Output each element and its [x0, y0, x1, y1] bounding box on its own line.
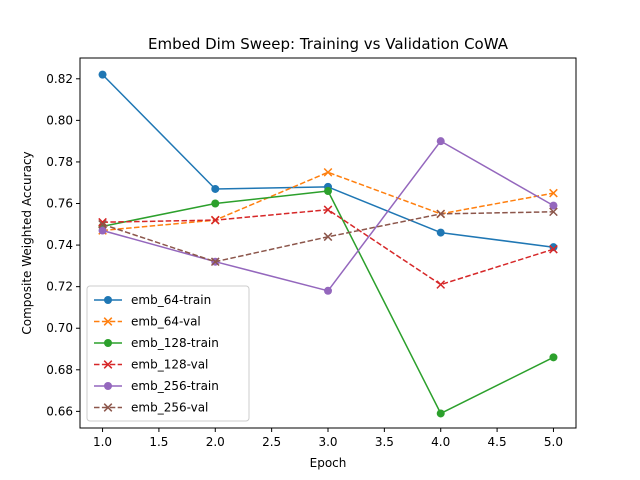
data-point-emb-256-val [210, 257, 220, 267]
data-point-emb-256-val [98, 219, 107, 229]
legend-label: emb_128-val [131, 358, 208, 372]
series-layer [98, 70, 558, 418]
legend-marker-emb-64-val-stroke [103, 317, 113, 326]
data-point-emb-256-train [436, 137, 445, 146]
y-tick-label: 0.82 [46, 72, 73, 86]
data-point-emb-128-val [323, 205, 333, 215]
series-emb-128-train [98, 187, 558, 418]
legend-marker-emb-64-val [103, 317, 113, 326]
x-tick-label: 3.5 [375, 435, 394, 449]
data-point-emb-64-val [323, 167, 333, 177]
data-point-emb-64-train [98, 70, 107, 79]
data-point-emb-64-val-stroke [549, 188, 558, 198]
data-point-emb-128-train [436, 409, 445, 418]
x-tick-label: 2.5 [262, 435, 281, 449]
data-point-emb-128-val-stroke [436, 280, 446, 289]
data-point-emb-256-val-stroke [98, 219, 107, 229]
data-point-emb-256-val-stroke [323, 232, 333, 242]
x-tick-label: 3.0 [318, 435, 337, 449]
legend-box [86, 285, 250, 422]
data-point-emb-256-val-stroke [210, 257, 220, 267]
series-line-emb-64-val [102, 171, 554, 232]
series-emb-128-val [98, 205, 558, 289]
x-axis-label: Epoch [310, 456, 347, 470]
legend-marker-emb-128-train [104, 339, 112, 347]
series-emb-256-train [98, 137, 558, 295]
data-point-emb-256-val [323, 232, 333, 242]
y-tick-label: 0.68 [46, 363, 73, 377]
data-point-emb-256-train [98, 226, 107, 235]
data-point-emb-128-val [549, 244, 558, 254]
chart-title: Embed Dim Sweep: Training vs Validation … [148, 35, 509, 53]
data-point-emb-128-train [211, 199, 220, 208]
x-tick-label: 2.0 [206, 435, 225, 449]
data-point-emb-64-val-stroke [323, 167, 333, 177]
data-point-emb-128-val [210, 215, 220, 225]
legend-marker-emb-256-val [103, 403, 113, 412]
legend-marker-emb-256-val-stroke [103, 403, 113, 412]
y-axis-ticks: 0.66 0.68 0.70 0.72 0.74 0.76 0.78 0.80 0.82 [46, 72, 80, 418]
legend-label: emb_256-val [131, 401, 208, 415]
data-point-emb-256-train [549, 201, 558, 210]
y-tick-label: 0.72 [46, 280, 73, 294]
legend-label: emb_256-train [131, 379, 219, 393]
y-tick-label: 0.74 [46, 238, 73, 252]
data-point-emb-256-train [324, 286, 332, 295]
y-tick-label: 0.70 [46, 321, 73, 335]
data-point-emb-64-train [211, 184, 220, 193]
series-emb-256-val [98, 207, 558, 267]
legend: emb_64-train emb_64-val emb_128-train emb_1… [86, 285, 250, 422]
y-tick-label: 0.80 [46, 113, 73, 127]
data-point-emb-256-val-stroke [436, 209, 446, 219]
x-tick-label: 1.0 [93, 435, 112, 449]
y-tick-label: 0.78 [46, 155, 73, 169]
legend-label: emb_64-train [131, 293, 211, 307]
y-axis-label: Composite Weighted Accuracy [20, 151, 34, 334]
x-axis-ticks: 1.0 1.5 2.0 2.5 3.0 3.5 4.0 4.5 5.0 [93, 428, 563, 449]
legend-marker-emb-128-val-stroke [103, 360, 113, 369]
data-point-emb-128-train [549, 353, 558, 362]
x-tick-label: 5.0 [544, 435, 563, 449]
legend-label: emb_64-val [131, 315, 201, 329]
data-point-emb-128-val-stroke [323, 205, 333, 215]
plot-frame [79, 57, 577, 429]
legend-marker-emb-256-train [104, 382, 112, 390]
data-point-emb-128-val-stroke [98, 217, 107, 227]
data-point-emb-256-val [549, 207, 558, 217]
x-tick-label: 4.0 [431, 435, 450, 449]
legend-label: emb_128-train [131, 336, 219, 350]
data-point-emb-256-val [436, 209, 446, 219]
x-tick-label: 4.5 [488, 435, 507, 449]
legend-marker-emb-64-train [104, 296, 112, 304]
data-point-emb-128-val-stroke [210, 215, 220, 225]
y-tick-label: 0.76 [46, 197, 73, 211]
data-point-emb-128-train [324, 187, 332, 196]
data-point-emb-64-train [436, 228, 445, 237]
legend-marker-emb-128-val [103, 360, 113, 369]
data-point-emb-128-val [436, 280, 446, 289]
y-tick-label: 0.66 [46, 404, 73, 418]
data-point-emb-64-val [549, 188, 558, 198]
data-point-emb-256-val-stroke [549, 207, 558, 217]
data-point-emb-128-val-stroke [549, 244, 558, 254]
x-tick-label: 1.5 [149, 435, 168, 449]
